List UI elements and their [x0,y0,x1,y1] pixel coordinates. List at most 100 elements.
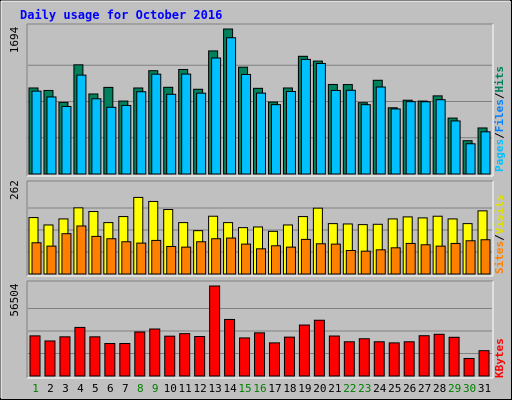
x-tick-label: 10 [164,382,177,395]
bar-files-31 [480,131,491,175]
bar-kbytes-17 [268,342,280,377]
hits-max-label: 1694 [8,26,21,53]
x-tick-label: 31 [478,382,491,395]
bar-kbytes-29 [448,336,460,377]
x-tick-label: 29 [448,382,461,395]
bar-sites-20 [315,243,326,275]
bar-files-30 [465,143,476,175]
bar-files-19 [300,58,311,175]
bar-files-3 [61,105,72,175]
bar-kbytes-21 [328,335,340,377]
x-tick-label: 25 [388,382,401,395]
x-tick-label: 2 [47,382,54,395]
kbytes-panel [26,280,494,379]
legend-sites: Sites [493,241,506,274]
visits-max-label: 262 [8,180,21,200]
bar-files-18 [285,90,296,175]
bar-files-20 [315,62,326,175]
bar-kbytes-30 [463,357,475,377]
x-tick-label: 23 [358,382,371,395]
legend-files: Files [493,99,506,132]
bar-sites-15 [241,243,252,275]
chart-title: Daily usage for October 2016 [20,8,222,22]
bar-files-12 [196,92,207,175]
bar-sites-22 [345,249,356,275]
legend-visits: Visits [493,195,506,235]
bar-kbytes-11 [179,333,191,377]
x-tick-label: 8 [137,382,144,395]
bar-files-29 [450,120,461,175]
legend-hits: Hits [493,66,506,93]
bar-sites-18 [285,246,296,275]
bar-sites-24 [375,249,386,275]
x-tick-label: 6 [107,382,114,395]
bar-kbytes-18 [283,336,295,377]
x-tick-label: 20 [313,382,326,395]
x-tick-label: 13 [208,382,221,395]
bar-sites-27 [420,244,431,275]
bar-kbytes-25 [388,342,400,377]
bar-kbytes-4 [74,326,86,377]
bar-sites-25 [390,247,401,275]
x-tick-label: 30 [463,382,476,395]
bar-kbytes-22 [343,341,355,377]
bar-sites-10 [166,245,177,275]
bar-sites-13 [211,238,222,275]
bar-kbytes-1 [29,335,41,377]
bar-kbytes-27 [418,335,430,377]
bar-files-13 [211,57,222,175]
bar-sites-16 [256,248,267,275]
bar-sites-7 [121,241,132,275]
x-tick-label: 3 [62,382,69,395]
bar-kbytes-16 [254,332,266,377]
bar-kbytes-3 [59,336,71,377]
bar-kbytes-28 [433,333,445,377]
bar-files-4 [76,74,87,175]
bar-kbytes-19 [298,324,310,377]
x-tick-label: 26 [403,382,416,395]
bar-files-5 [91,98,102,175]
bar-files-27 [420,101,431,175]
bar-sites-4 [76,225,87,275]
bar-files-8 [136,91,147,175]
bar-sites-8 [136,242,147,275]
x-tick-label: 27 [418,382,431,395]
bar-kbytes-6 [104,343,116,377]
bar-kbytes-23 [358,338,370,377]
bar-kbytes-5 [89,336,101,377]
x-tick-label: 11 [179,382,192,395]
bar-sites-11 [181,246,192,275]
bar-sites-2 [46,245,57,275]
bar-sites-5 [91,235,102,275]
x-tick-label: 15 [238,382,251,395]
bar-sites-23 [360,250,371,275]
x-tick-label: 12 [194,382,207,395]
bar-files-28 [435,99,446,175]
bar-files-11 [181,73,192,175]
bar-files-24 [375,86,386,175]
bar-files-15 [241,73,252,175]
visits-legend: Sites/Visits [493,195,506,275]
x-tick-label: 22 [343,382,356,395]
bar-kbytes-13 [209,285,221,377]
bar-kbytes-14 [224,318,236,377]
bar-sites-29 [450,242,461,275]
bar-files-25 [390,108,401,175]
bar-kbytes-10 [164,335,176,377]
legend-pages: Pages [493,139,506,172]
bar-files-14 [226,37,237,175]
bar-kbytes-12 [194,335,206,377]
bar-files-9 [151,73,162,175]
bar-files-1 [31,90,42,175]
bar-files-6 [106,106,117,175]
bar-sites-21 [330,243,341,275]
bar-sites-9 [151,239,162,275]
legend-sep: / [493,234,506,241]
legend-sep: / [493,132,506,139]
x-tick-label: 7 [122,382,129,395]
bar-sites-26 [405,242,416,275]
bar-files-7 [121,104,132,175]
bar-sites-1 [31,242,42,275]
bar-sites-28 [435,245,446,275]
bar-files-21 [330,89,341,175]
